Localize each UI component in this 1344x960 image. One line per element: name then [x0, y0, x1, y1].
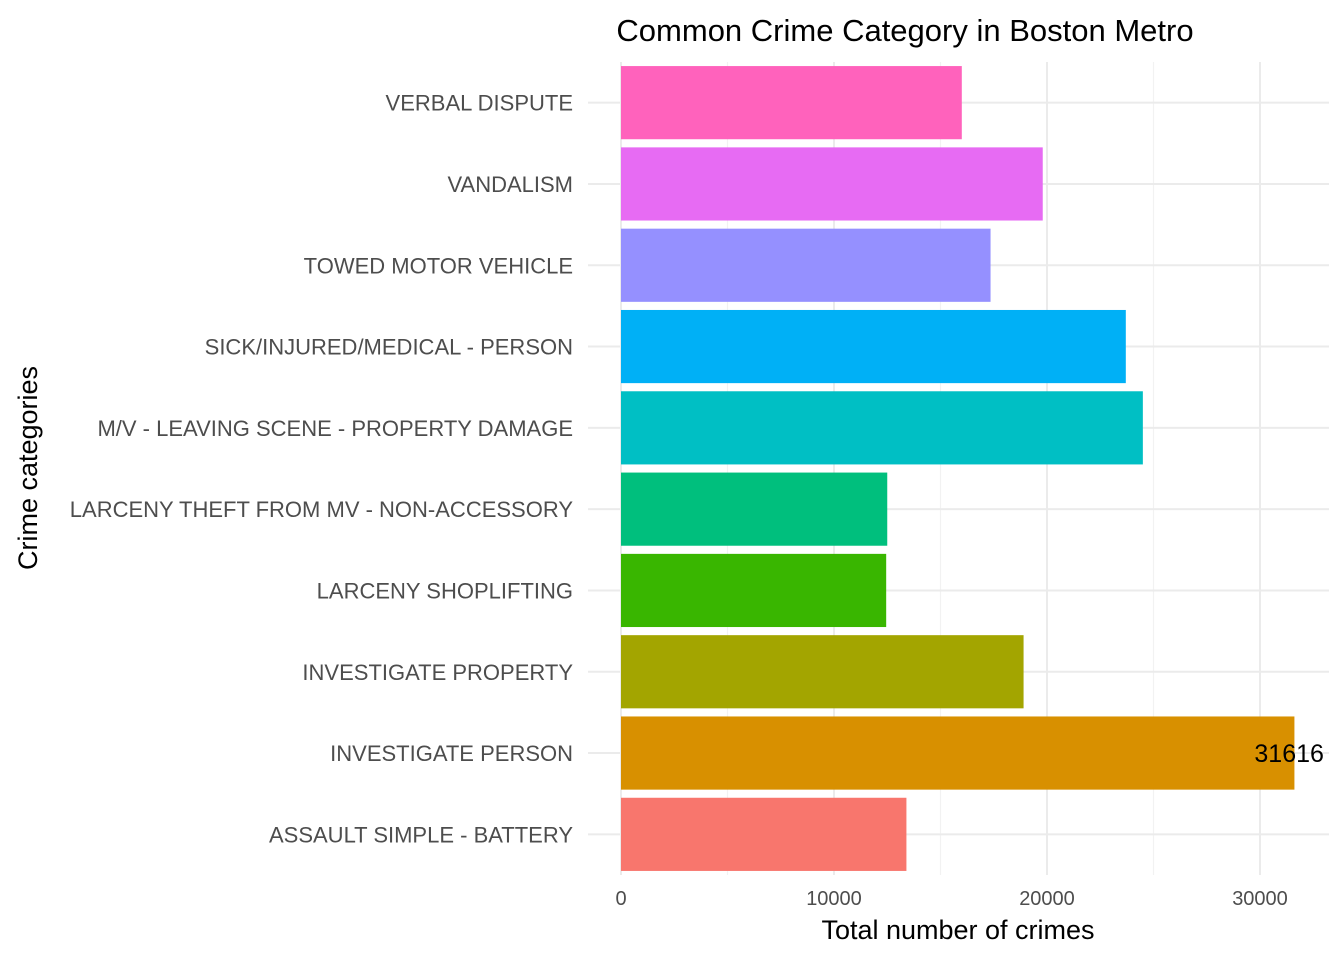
category-label: VANDALISM	[447, 172, 573, 197]
bar	[621, 147, 1043, 221]
category-label: INVESTIGATE PERSON	[330, 741, 573, 766]
bar	[621, 391, 1143, 465]
bar	[621, 228, 991, 302]
bar	[621, 66, 962, 140]
bar	[621, 309, 1126, 384]
bars	[621, 66, 1295, 871]
bar	[621, 472, 888, 546]
category-label: ASSAULT SIMPLE - BATTERY	[269, 822, 573, 847]
bar	[621, 635, 1024, 709]
bar	[621, 797, 907, 871]
x-tick-label: 20000	[1019, 888, 1075, 910]
category-label: TOWED MOTOR VEHICLE	[304, 253, 573, 278]
data-labels: 31616	[1254, 740, 1324, 768]
x-tick-labels: 0 10000 20000 30000	[615, 888, 1287, 910]
category-label: LARCENY SHOPLIFTING	[317, 578, 573, 603]
x-axis-title: Total number of crimes	[821, 915, 1094, 945]
category-label: VERBAL DISPUTE	[386, 91, 573, 116]
x-tick-label: 10000	[806, 888, 862, 910]
y-axis-title: Crime categories	[13, 366, 43, 570]
category-label: LARCENY THEFT FROM MV - NON-ACCESSORY	[70, 497, 574, 522]
category-labels: ASSAULT SIMPLE - BATTERY INVESTIGATE PERS…	[70, 91, 574, 848]
x-tick-label: 0	[615, 888, 626, 910]
x-tick-label: 30000	[1232, 888, 1288, 910]
category-label: INVESTIGATE PROPERTY	[302, 660, 573, 685]
category-label: SICK/INJURED/MEDICAL - PERSON	[205, 335, 573, 360]
chart-title: Common Crime Category in Boston Metro	[616, 13, 1193, 48]
bar	[621, 716, 1295, 790]
category-label: M/V - LEAVING SCENE - PROPERTY DAMAGE	[97, 416, 573, 441]
bar	[621, 553, 887, 628]
data-label: 31616	[1254, 740, 1324, 768]
